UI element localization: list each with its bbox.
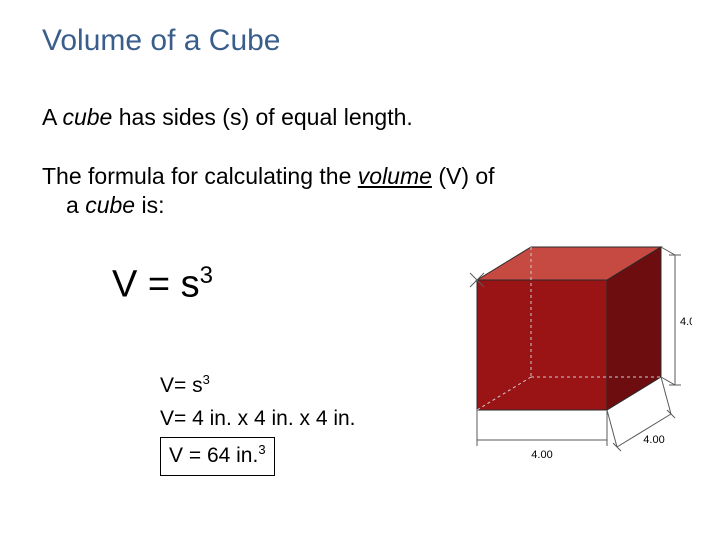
exp: 3 bbox=[258, 442, 265, 457]
sentence-1: A cube has sides (s) of equal length. bbox=[42, 104, 413, 131]
calculation-block: V= s3 V= 4 in. x 4 in. x 4 in. V = 64 in… bbox=[160, 370, 356, 476]
exp: 3 bbox=[203, 372, 210, 387]
text: has sides (s) of equal length. bbox=[112, 104, 412, 130]
svg-text:4.00: 4.00 bbox=[680, 316, 692, 328]
text: The formula for calculating the bbox=[42, 163, 358, 189]
page-title: Volume of a Cube bbox=[42, 24, 281, 58]
text: (V) of bbox=[432, 163, 495, 189]
calc-line-1: V= s3 bbox=[160, 370, 356, 403]
cube-diagram: 4.00 4.00 4.00 bbox=[422, 235, 692, 495]
italic-underline-volume: volume bbox=[358, 163, 432, 189]
text: a bbox=[66, 192, 85, 218]
formula-lhs: V = s bbox=[112, 264, 200, 306]
svg-text:4.00: 4.00 bbox=[531, 449, 552, 461]
calc-line-3-boxed: V = 64 in.3 bbox=[160, 437, 275, 476]
text: is: bbox=[135, 192, 164, 218]
text: V= s bbox=[160, 374, 203, 397]
calc-line-2: V= 4 in. x 4 in. x 4 in. bbox=[160, 403, 356, 436]
formula-exponent: 3 bbox=[200, 262, 213, 289]
svg-text:4.00: 4.00 bbox=[643, 434, 664, 446]
italic-cube: cube bbox=[85, 192, 135, 218]
italic-cube: cube bbox=[62, 104, 112, 130]
main-formula: V = s3 bbox=[112, 262, 213, 307]
text: A bbox=[42, 104, 62, 130]
text: V = 64 in. bbox=[169, 444, 258, 467]
sentence-2: The formula for calculating the volume (… bbox=[42, 162, 562, 220]
